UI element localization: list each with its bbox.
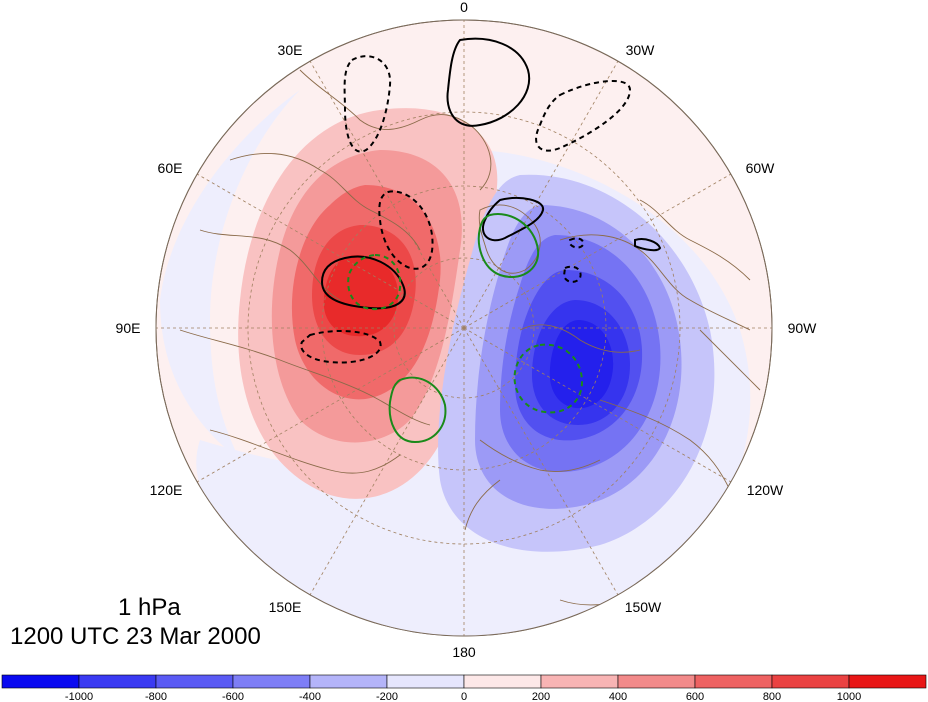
colorbar-tick-label: -1000 (65, 691, 93, 702)
colorbar-swatch (463, 674, 542, 689)
colorbar: -1000 -800 -600 -400 -200 0 200 400 600 800 1000 (1, 674, 927, 702)
coastlines (179, 69, 761, 606)
colorbar-swatch (694, 674, 773, 689)
colorbar-swatch (617, 674, 696, 689)
colorbar-swatch (78, 674, 157, 689)
lon-label-150w: 150W (625, 599, 662, 615)
colorbar-swatch (1, 674, 80, 689)
colorbar-swatch (386, 674, 465, 689)
contours-green-solid (388, 213, 540, 444)
title-time: 1200 UTC 23 Mar 2000 (10, 623, 261, 650)
colorbar-swatch (540, 674, 619, 689)
colorbar-swatch (309, 674, 388, 689)
lon-label-120w: 120W (747, 482, 784, 498)
map-border (155, 19, 773, 637)
lon-label-120e: 120E (150, 482, 183, 498)
lon-label-90e: 90E (116, 320, 141, 336)
title-level: 1 hPa (118, 594, 181, 621)
colorbar-tick-label: 600 (686, 691, 704, 702)
colorbar-swatch (155, 674, 234, 689)
colorbar-tick-label: 1000 (837, 691, 861, 702)
lon-label-30w: 30W (626, 42, 656, 58)
colorbar-tick-label: -200 (376, 691, 398, 702)
lon-label-60w: 60W (746, 160, 776, 176)
colorbar-tick-label: 200 (532, 691, 550, 702)
lon-label-60e: 60E (158, 160, 183, 176)
colorbar-swatch (848, 674, 927, 689)
colorbar-tick-label: 0 (461, 691, 467, 702)
lon-label-0: 0 (460, 0, 468, 15)
lon-label-90w: 90W (788, 320, 818, 336)
positive-fill-1000 (323, 255, 399, 337)
colorbar-tick-label: -600 (222, 691, 244, 702)
colorbar-tick-label: 400 (609, 691, 627, 702)
lon-label-180: 180 (452, 644, 476, 660)
left-negative-band (160, 90, 300, 460)
contours-black-solid (320, 37, 662, 310)
colorbar-swatch (232, 674, 311, 689)
colorbar-swatch (771, 674, 850, 689)
colorbar-tick-label: 800 (763, 691, 781, 702)
contours-green-dashed (347, 253, 584, 414)
colorbar-tick-label: -400 (299, 691, 321, 702)
lon-label-150e: 150E (269, 599, 302, 615)
colorbar-tick-label: -800 (145, 691, 167, 702)
negative-fill-1200 (549, 320, 614, 409)
lon-label-30e: 30E (278, 42, 303, 58)
contours-black-dashed (300, 55, 632, 364)
